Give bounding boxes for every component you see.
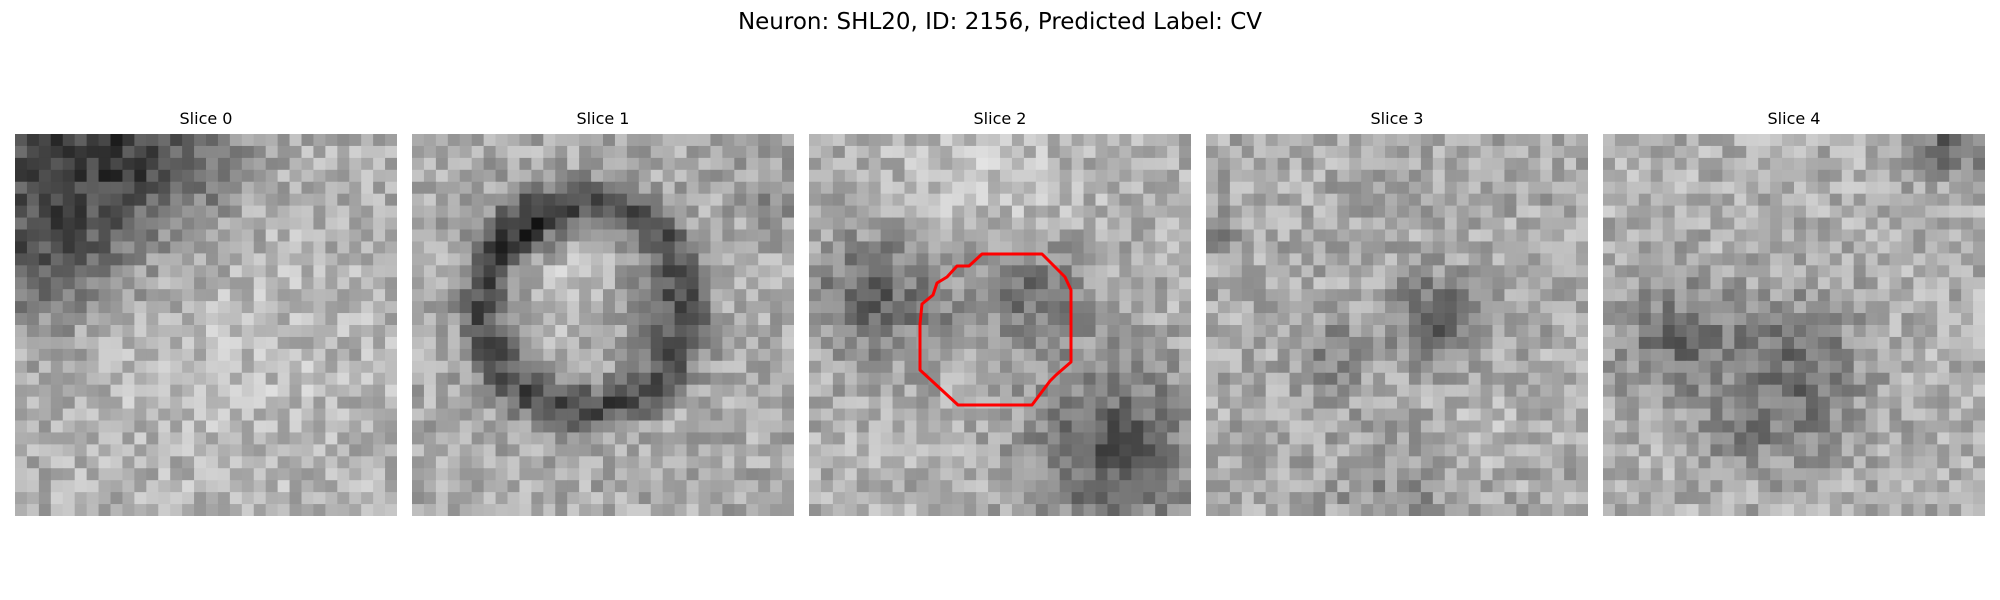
slice-panel-3: Slice 3 bbox=[1206, 107, 1588, 522]
figure-title: Neuron: SHL20, ID: 2156, Predicted Label… bbox=[737, 9, 1263, 35]
slice-title: Slice 2 bbox=[973, 109, 1027, 128]
slice-title: Slice 1 bbox=[576, 109, 630, 128]
slice-title: Slice 3 bbox=[1370, 109, 1424, 128]
slice-panel-1: Slice 1 bbox=[412, 107, 794, 522]
roi-outline bbox=[918, 252, 1073, 407]
pixel-grid bbox=[412, 134, 794, 516]
slice-title: Slice 0 bbox=[179, 109, 233, 128]
slice-image-2 bbox=[809, 134, 1191, 516]
slice-image-1 bbox=[412, 134, 794, 516]
slice-panel-0: Slice 0 bbox=[15, 107, 397, 522]
pixel-grid bbox=[1603, 134, 1985, 516]
slice-image-3 bbox=[1206, 134, 1588, 516]
slice-panel-4: Slice 4 bbox=[1603, 107, 1985, 522]
slice-image-4 bbox=[1603, 134, 1985, 516]
slice-panel-2: Slice 2 bbox=[809, 107, 1191, 522]
pixel-grid bbox=[809, 134, 1191, 516]
slice-title: Slice 4 bbox=[1767, 109, 1821, 128]
slice-image-0 bbox=[15, 134, 397, 516]
pixel-grid bbox=[1206, 134, 1588, 516]
pixel-grid bbox=[15, 134, 397, 516]
